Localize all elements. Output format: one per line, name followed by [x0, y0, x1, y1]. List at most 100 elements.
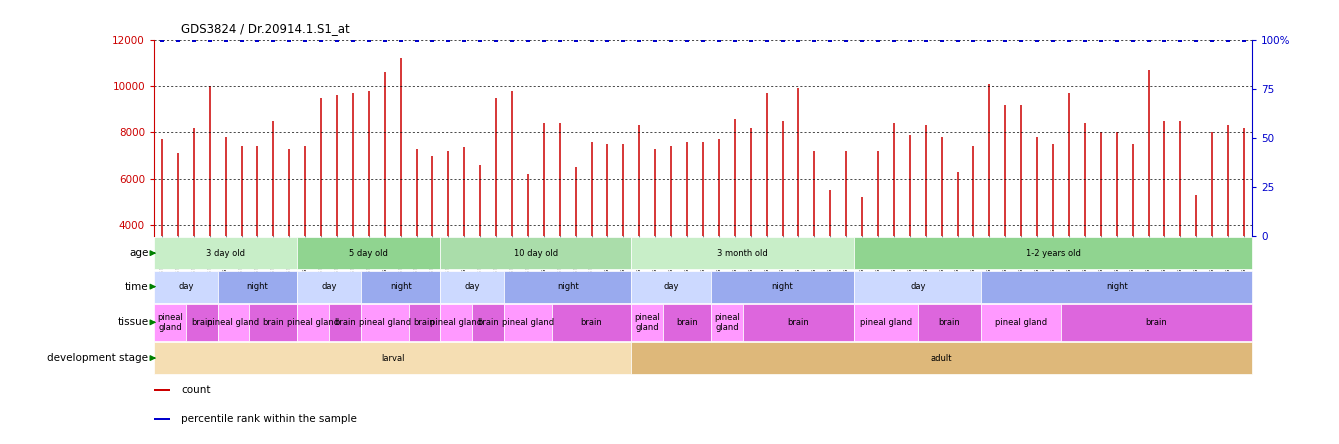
- Point: [868, 36, 889, 44]
- Point: [597, 36, 619, 44]
- Point: [438, 36, 459, 44]
- Point: [628, 36, 649, 44]
- Bar: [360, 270, 441, 303]
- Text: day: day: [465, 282, 479, 291]
- Text: brain: brain: [676, 318, 698, 327]
- Point: [613, 36, 635, 44]
- Point: [167, 36, 189, 44]
- Bar: [981, 304, 1060, 341]
- Point: [470, 36, 491, 44]
- Text: 3 day old: 3 day old: [206, 249, 245, 258]
- Bar: [154, 418, 170, 420]
- Point: [995, 36, 1016, 44]
- Bar: [154, 270, 218, 303]
- Point: [931, 36, 952, 44]
- Point: [406, 36, 427, 44]
- Bar: [408, 304, 441, 341]
- Text: day: day: [911, 282, 925, 291]
- Point: [1090, 36, 1111, 44]
- Text: pineal
gland: pineal gland: [635, 313, 660, 332]
- Point: [358, 36, 379, 44]
- Bar: [249, 304, 297, 341]
- Text: pineal gland: pineal gland: [208, 318, 260, 327]
- Bar: [632, 237, 854, 269]
- Point: [740, 36, 762, 44]
- Text: night: night: [557, 282, 578, 291]
- Point: [533, 36, 554, 44]
- Point: [692, 36, 714, 44]
- Point: [660, 36, 682, 44]
- Point: [787, 36, 809, 44]
- Bar: [981, 270, 1252, 303]
- Bar: [297, 237, 441, 269]
- Text: pineal gland: pineal gland: [995, 318, 1047, 327]
- Bar: [218, 304, 249, 341]
- Point: [1027, 36, 1048, 44]
- Text: time: time: [125, 281, 149, 292]
- Point: [200, 36, 221, 44]
- Text: development stage: development stage: [47, 353, 149, 363]
- Text: day: day: [321, 282, 337, 291]
- Bar: [711, 270, 854, 303]
- Text: brain: brain: [477, 318, 499, 327]
- Bar: [186, 304, 218, 341]
- Text: 10 day old: 10 day old: [514, 249, 558, 258]
- Point: [517, 36, 538, 44]
- Point: [1154, 36, 1176, 44]
- Point: [1170, 36, 1192, 44]
- Point: [501, 36, 522, 44]
- Text: tissue: tissue: [118, 317, 149, 327]
- Point: [724, 36, 746, 44]
- Bar: [503, 304, 552, 341]
- Point: [311, 36, 332, 44]
- Text: pineal gland: pineal gland: [287, 318, 339, 327]
- Point: [214, 36, 236, 44]
- Text: larval: larval: [380, 353, 404, 363]
- Bar: [711, 304, 743, 341]
- Text: pineal
gland: pineal gland: [714, 313, 739, 332]
- Point: [454, 36, 475, 44]
- Point: [836, 36, 857, 44]
- Bar: [360, 304, 408, 341]
- Point: [1106, 36, 1127, 44]
- Bar: [441, 270, 503, 303]
- Point: [390, 36, 411, 44]
- Text: count: count: [182, 385, 212, 395]
- Point: [230, 36, 252, 44]
- Point: [279, 36, 300, 44]
- Bar: [854, 304, 917, 341]
- Text: adult: adult: [931, 353, 952, 363]
- Bar: [632, 270, 711, 303]
- Point: [549, 36, 570, 44]
- Point: [915, 36, 936, 44]
- Point: [644, 36, 665, 44]
- Point: [374, 36, 395, 44]
- Point: [1233, 36, 1255, 44]
- Text: brain: brain: [191, 318, 213, 327]
- Bar: [441, 304, 473, 341]
- Bar: [297, 270, 360, 303]
- Bar: [1060, 304, 1252, 341]
- Bar: [441, 237, 632, 269]
- Bar: [632, 342, 1252, 374]
- Point: [852, 36, 873, 44]
- Text: 5 day old: 5 day old: [349, 249, 388, 258]
- Text: pineal gland: pineal gland: [430, 318, 482, 327]
- Text: night: night: [1106, 282, 1127, 291]
- Text: night: night: [246, 282, 268, 291]
- Text: pineal gland: pineal gland: [860, 318, 912, 327]
- Point: [947, 36, 968, 44]
- Bar: [473, 304, 503, 341]
- Point: [1185, 36, 1206, 44]
- Point: [151, 36, 173, 44]
- Point: [1138, 36, 1160, 44]
- Bar: [663, 304, 711, 341]
- Point: [262, 36, 284, 44]
- Point: [1217, 36, 1239, 44]
- Bar: [854, 237, 1252, 269]
- Text: pineal gland: pineal gland: [502, 318, 554, 327]
- Point: [884, 36, 905, 44]
- Point: [771, 36, 793, 44]
- Text: brain: brain: [787, 318, 809, 327]
- Point: [565, 36, 586, 44]
